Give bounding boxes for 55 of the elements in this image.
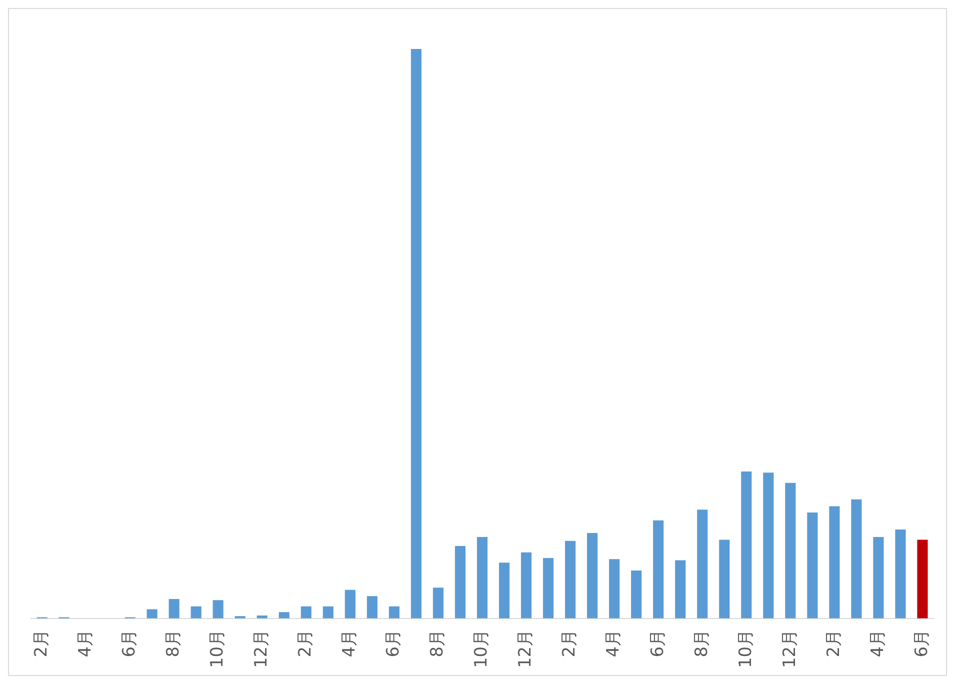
x-tick-label: 4月 bbox=[340, 629, 360, 658]
x-tick-label: 8月 bbox=[428, 629, 448, 658]
bar bbox=[653, 520, 664, 618]
bar bbox=[344, 590, 356, 618]
x-tick-label: 10月 bbox=[472, 629, 492, 668]
x-tick-label: 2月 bbox=[31, 629, 52, 658]
x-tick-label: 4月 bbox=[868, 629, 888, 658]
bar bbox=[873, 536, 884, 618]
bar bbox=[851, 499, 862, 618]
bar bbox=[542, 558, 554, 618]
x-tick-label: 6月 bbox=[384, 629, 404, 658]
x-tick-label: 12月 bbox=[252, 629, 272, 668]
bar bbox=[829, 506, 840, 618]
bar bbox=[565, 540, 576, 618]
x-tick-label: 10月 bbox=[736, 629, 756, 668]
x-tick-label: 8月 bbox=[164, 629, 184, 658]
bar bbox=[190, 606, 202, 618]
x-tick-label: 12月 bbox=[780, 629, 800, 668]
x-tick-label: 4月 bbox=[604, 629, 624, 658]
bar bbox=[807, 512, 818, 618]
bar bbox=[146, 609, 158, 618]
x-tick-label: 2月 bbox=[824, 629, 844, 658]
bar bbox=[675, 560, 686, 618]
bar bbox=[212, 600, 224, 618]
bar bbox=[454, 546, 466, 618]
bar bbox=[697, 510, 708, 618]
x-tick-label: 8月 bbox=[692, 629, 712, 658]
bar bbox=[785, 482, 796, 618]
bar bbox=[168, 599, 180, 618]
bar bbox=[476, 536, 488, 618]
x-tick-label: 6月 bbox=[912, 629, 932, 658]
bar bbox=[498, 562, 510, 618]
x-tick-label: 6月 bbox=[648, 629, 668, 658]
x-tick-label: 10月 bbox=[208, 629, 228, 668]
x-tick-label: 2月 bbox=[296, 629, 316, 658]
bar bbox=[763, 472, 774, 618]
bar bbox=[300, 606, 312, 618]
bar bbox=[587, 532, 598, 618]
bar bbox=[410, 49, 422, 618]
x-tick-label: 4月 bbox=[75, 629, 96, 658]
bar bbox=[520, 552, 532, 618]
x-tick-label: 6月 bbox=[119, 629, 140, 658]
bar bbox=[719, 540, 730, 618]
x-tick-label: 2月 bbox=[560, 629, 580, 658]
bar bbox=[631, 570, 642, 618]
x-tick-label: 12月 bbox=[516, 629, 536, 668]
bar bbox=[388, 606, 400, 618]
bar bbox=[366, 596, 378, 618]
bar bbox=[278, 612, 290, 618]
bar bbox=[917, 540, 928, 618]
bar bbox=[322, 606, 334, 618]
bar bbox=[895, 530, 906, 618]
bar bbox=[741, 471, 752, 618]
bar bbox=[609, 559, 620, 618]
bar bbox=[432, 588, 444, 618]
